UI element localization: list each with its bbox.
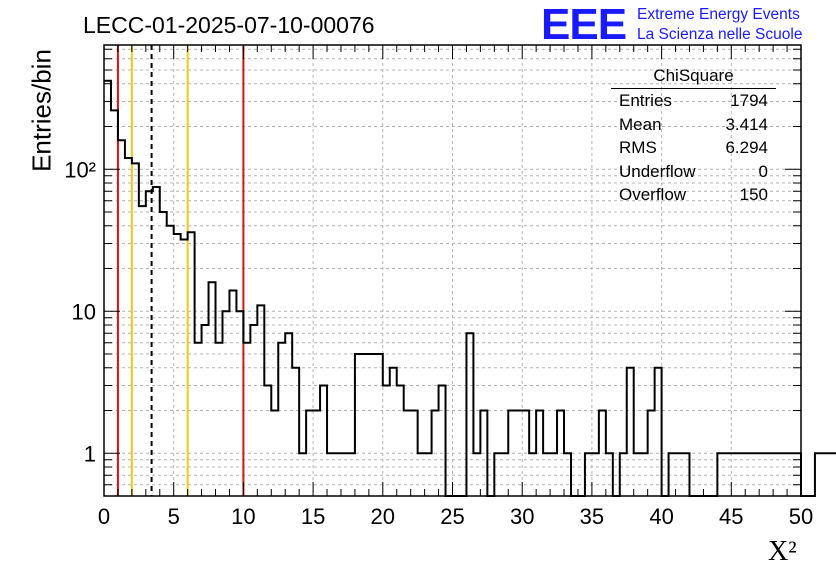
stats-row-underflow: Underflow 0 [611, 160, 776, 184]
stats-title: ChiSquare [611, 66, 776, 89]
logo-mark: EEE [541, 0, 627, 49]
x-tick-label: 35 [580, 504, 604, 529]
stats-label: RMS [619, 138, 657, 157]
x-tick-label: 40 [649, 504, 673, 529]
x-tick-label: 5 [168, 504, 180, 529]
y-tick-label: 10 [72, 299, 96, 324]
x-tick-label: 25 [440, 504, 464, 529]
y-axis: 1 10 10² [64, 48, 801, 497]
stats-box: ChiSquare Entries 1794 Mean 3.414 RMS 6.… [611, 66, 776, 207]
stats-value: 6.294 [725, 138, 768, 157]
x-tick-label: 50 [789, 504, 813, 529]
x-tick-label: 10 [231, 504, 255, 529]
stats-label: Mean [619, 114, 662, 134]
y-tick-label: 1 [84, 441, 96, 466]
stats-row-rms: RMS 6.294 [611, 136, 776, 160]
x-tick-label: 0 [98, 504, 110, 529]
reference-lines [116, 45, 245, 496]
x-tick-label: 20 [371, 504, 395, 529]
stats-label: Entries [619, 91, 672, 110]
stats-row-overflow: Overflow 150 [611, 183, 776, 207]
stats-label: Overflow [619, 185, 687, 204]
stats-label: Underflow [619, 161, 696, 181]
logo-line-2: La Scienza nelle Scuole [637, 26, 803, 43]
x-axis: 0 5 10 15 20 25 30 35 40 45 50 [98, 45, 813, 529]
logo-line-1: Extreme Energy Events [637, 6, 800, 23]
x-tick-label: 15 [301, 504, 325, 529]
chart-title: LECC-01-2025-07-10-00076 [83, 12, 375, 38]
y-tick-label: 10² [64, 157, 96, 182]
y-axis-label: Entries/bin [26, 49, 57, 172]
grid-lines [104, 45, 801, 497]
stats-value: 150 [739, 185, 768, 204]
stats-value: 1794 [730, 91, 768, 110]
x-axis-label: X² [768, 536, 797, 567]
stats-row-entries: Entries 1794 [611, 89, 776, 113]
stats-value: 3.414 [725, 114, 768, 134]
stats-row-mean: Mean 3.414 [611, 113, 776, 137]
x-tick-label: 30 [510, 504, 534, 529]
x-tick-label: 45 [719, 504, 743, 529]
stats-value: 0 [758, 161, 768, 181]
